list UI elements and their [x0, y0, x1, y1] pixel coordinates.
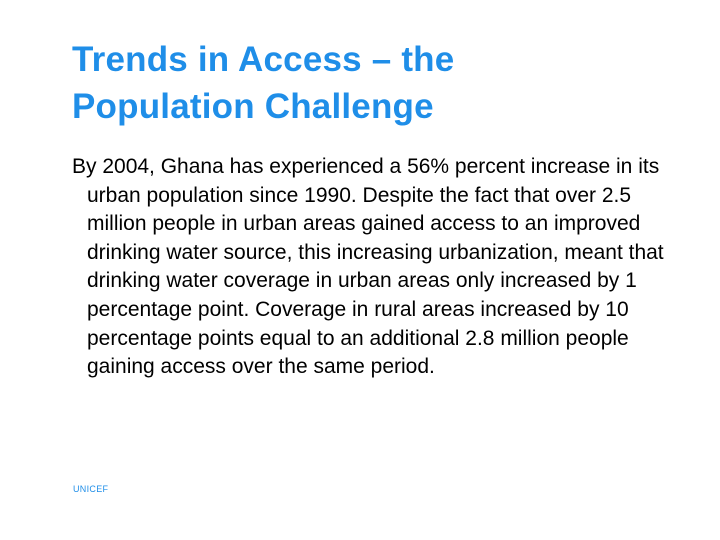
slide-title-line-2: Population Challenge: [72, 87, 434, 126]
slide-footer-source: UNICEF: [73, 484, 109, 494]
slide-title: Trends in Access – the Population Challe…: [72, 36, 672, 130]
slide-title-line-1: Trends in Access – the: [72, 40, 455, 79]
slide-body-text: By 2004, Ghana has experienced a 56% per…: [72, 155, 664, 379]
